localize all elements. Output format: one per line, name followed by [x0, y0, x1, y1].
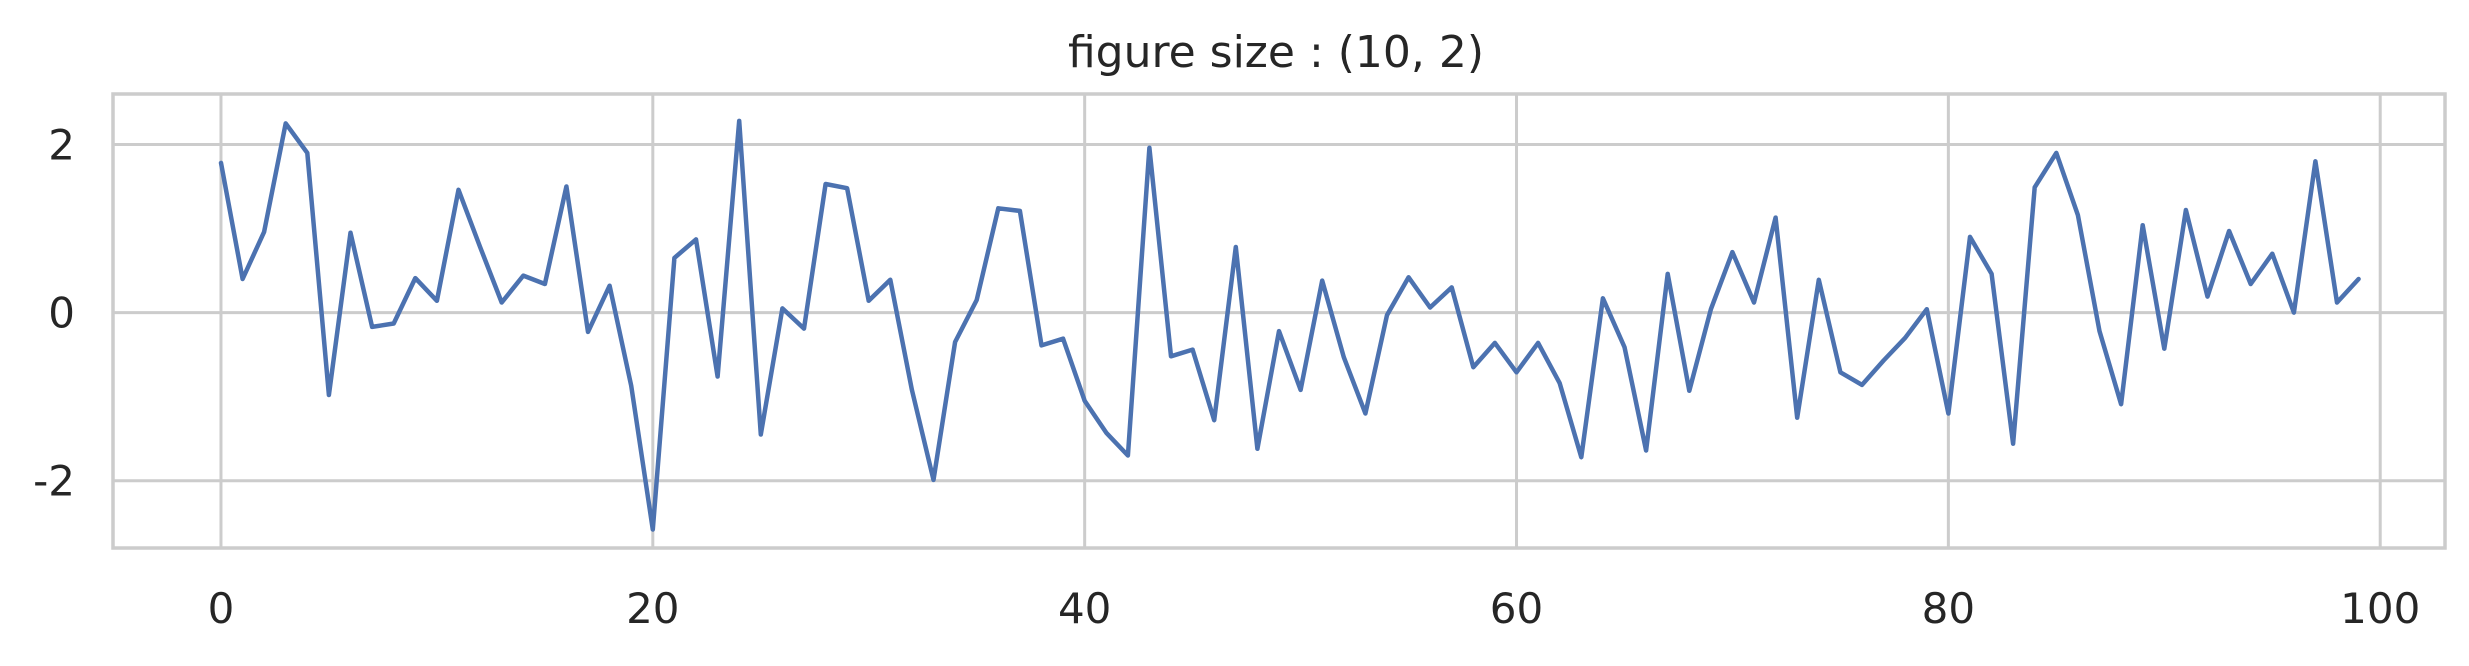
y-tick-labels: 2 0 -2	[33, 120, 75, 505]
x-tick-label: 0	[208, 584, 235, 633]
plot-frame	[111, 92, 2447, 550]
y-tick-label: 0	[48, 289, 75, 338]
x-tick-label: 100	[2340, 584, 2420, 633]
x-tick-label: 20	[626, 584, 679, 633]
y-tick-label: 2	[48, 120, 75, 169]
x-tick-label: 40	[1058, 584, 1111, 633]
series-layer	[218, 118, 2361, 532]
x-tick-label: 60	[1490, 584, 1543, 633]
chart-title: figure size : (10, 2)	[1068, 27, 1484, 78]
x-tick-labels: 0 20 40 60 80 100	[208, 584, 2421, 633]
grid-lines	[113, 94, 2445, 548]
x-tick-label: 80	[1922, 584, 1975, 633]
series-line	[218, 118, 2361, 532]
y-tick-label: -2	[33, 457, 75, 506]
axes-frame	[111, 92, 2447, 550]
